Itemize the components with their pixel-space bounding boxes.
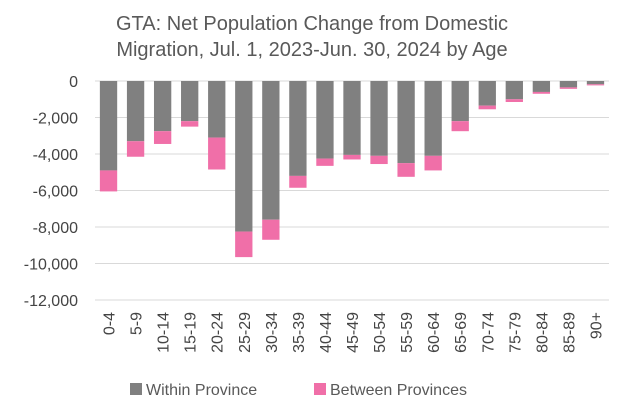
x-tick-label: 60-64	[426, 312, 443, 353]
x-tick-label: 70-74	[480, 312, 497, 353]
bar-within-province	[235, 81, 253, 232]
y-tick-label: 0	[69, 74, 78, 91]
y-tick-label: -10,000	[24, 257, 78, 274]
chart-title-line-2: Migration, Jul. 1, 2023-Jun. 30, 2024 by…	[116, 39, 507, 61]
bar-between-provinces	[397, 163, 415, 177]
x-tick-label: 0-4	[102, 312, 119, 335]
bar-between-provinces	[559, 87, 578, 89]
legend-swatch-between-provinces	[314, 383, 326, 395]
legend-label-within-province: Within Province	[146, 382, 257, 399]
bar-within-province	[424, 81, 442, 156]
bar-within-province	[289, 81, 307, 176]
bar-between-provinces	[424, 155, 442, 171]
y-axis-tick-labels: 0 -2,000 -4,000 -6,000 -8,000 -10,000 -12,000	[24, 74, 78, 310]
x-tick-label: 5-9	[129, 312, 146, 335]
x-tick-label: 45-49	[345, 312, 362, 353]
bar-between-provinces	[262, 219, 280, 240]
bar-within-province	[532, 81, 551, 92]
bar-between-provinces	[370, 155, 388, 165]
x-tick-label: 50-54	[372, 312, 389, 353]
bar-within-province	[370, 81, 388, 156]
y-tick-label: -6,000	[33, 184, 78, 201]
bar-within-province	[397, 81, 415, 164]
bar-within-province	[505, 81, 523, 100]
legend-swatch-within-province	[130, 383, 142, 395]
x-tick-label: 75-79	[507, 312, 524, 353]
y-tick-label: -8,000	[33, 220, 78, 237]
y-tick-label: -2,000	[33, 111, 78, 128]
x-tick-label: 20-24	[210, 312, 227, 353]
bar-within-province	[262, 81, 280, 220]
x-tick-label: 25-29	[237, 312, 254, 353]
x-tick-label: 90+	[588, 312, 605, 339]
bar-within-province	[586, 81, 605, 85]
x-tick-label: 35-39	[291, 312, 308, 353]
bar-between-provinces	[153, 131, 172, 144]
bar-within-province	[153, 81, 172, 132]
legend-label-between-provinces: Between Provinces	[330, 382, 467, 399]
y-tick-label: -4,000	[33, 147, 78, 164]
bar-between-provinces	[99, 170, 118, 192]
bar-within-province	[126, 81, 145, 142]
x-tick-label: 15-19	[183, 312, 200, 353]
bars	[99, 81, 605, 258]
x-tick-label: 85-89	[561, 312, 578, 353]
bar-between-provinces	[505, 99, 523, 102]
bar-within-province	[181, 81, 199, 122]
bar-within-province	[478, 81, 496, 106]
bar-between-provinces	[451, 121, 469, 132]
x-tick-label: 30-34	[264, 312, 281, 353]
bar-between-provinces	[289, 175, 307, 188]
legend: Within Province Between Provinces	[130, 382, 467, 399]
bar-between-provinces	[208, 137, 226, 170]
bar-between-provinces	[126, 141, 145, 157]
bar-within-province	[208, 81, 226, 138]
x-tick-label: 55-59	[399, 312, 416, 353]
chart-title-line-1: GTA: Net Population Change from Domestic	[116, 13, 508, 35]
bar-between-provinces	[478, 105, 496, 110]
bar-between-provinces	[343, 154, 361, 160]
bar-within-province	[316, 81, 334, 159]
x-tick-label: 80-84	[534, 312, 551, 353]
x-axis-tick-labels: 0-4 5-9 10-14 15-19 20-24 25-29 30-34 35-39 40-4…	[102, 312, 606, 353]
x-tick-label: 65-69	[453, 312, 470, 353]
bar-within-province	[99, 81, 118, 171]
x-tick-label: 10-14	[156, 312, 173, 353]
y-tick-label: -12,000	[24, 293, 78, 310]
bar-between-provinces	[181, 121, 199, 127]
bar-between-provinces	[235, 231, 253, 258]
bar-within-province	[451, 81, 469, 122]
bar-between-provinces	[316, 158, 334, 166]
bar-within-province	[559, 81, 578, 88]
bar-between-provinces	[586, 84, 605, 86]
x-tick-label: 40-44	[318, 312, 335, 353]
bar-within-province	[343, 81, 361, 155]
bar-between-provinces	[532, 91, 551, 94]
